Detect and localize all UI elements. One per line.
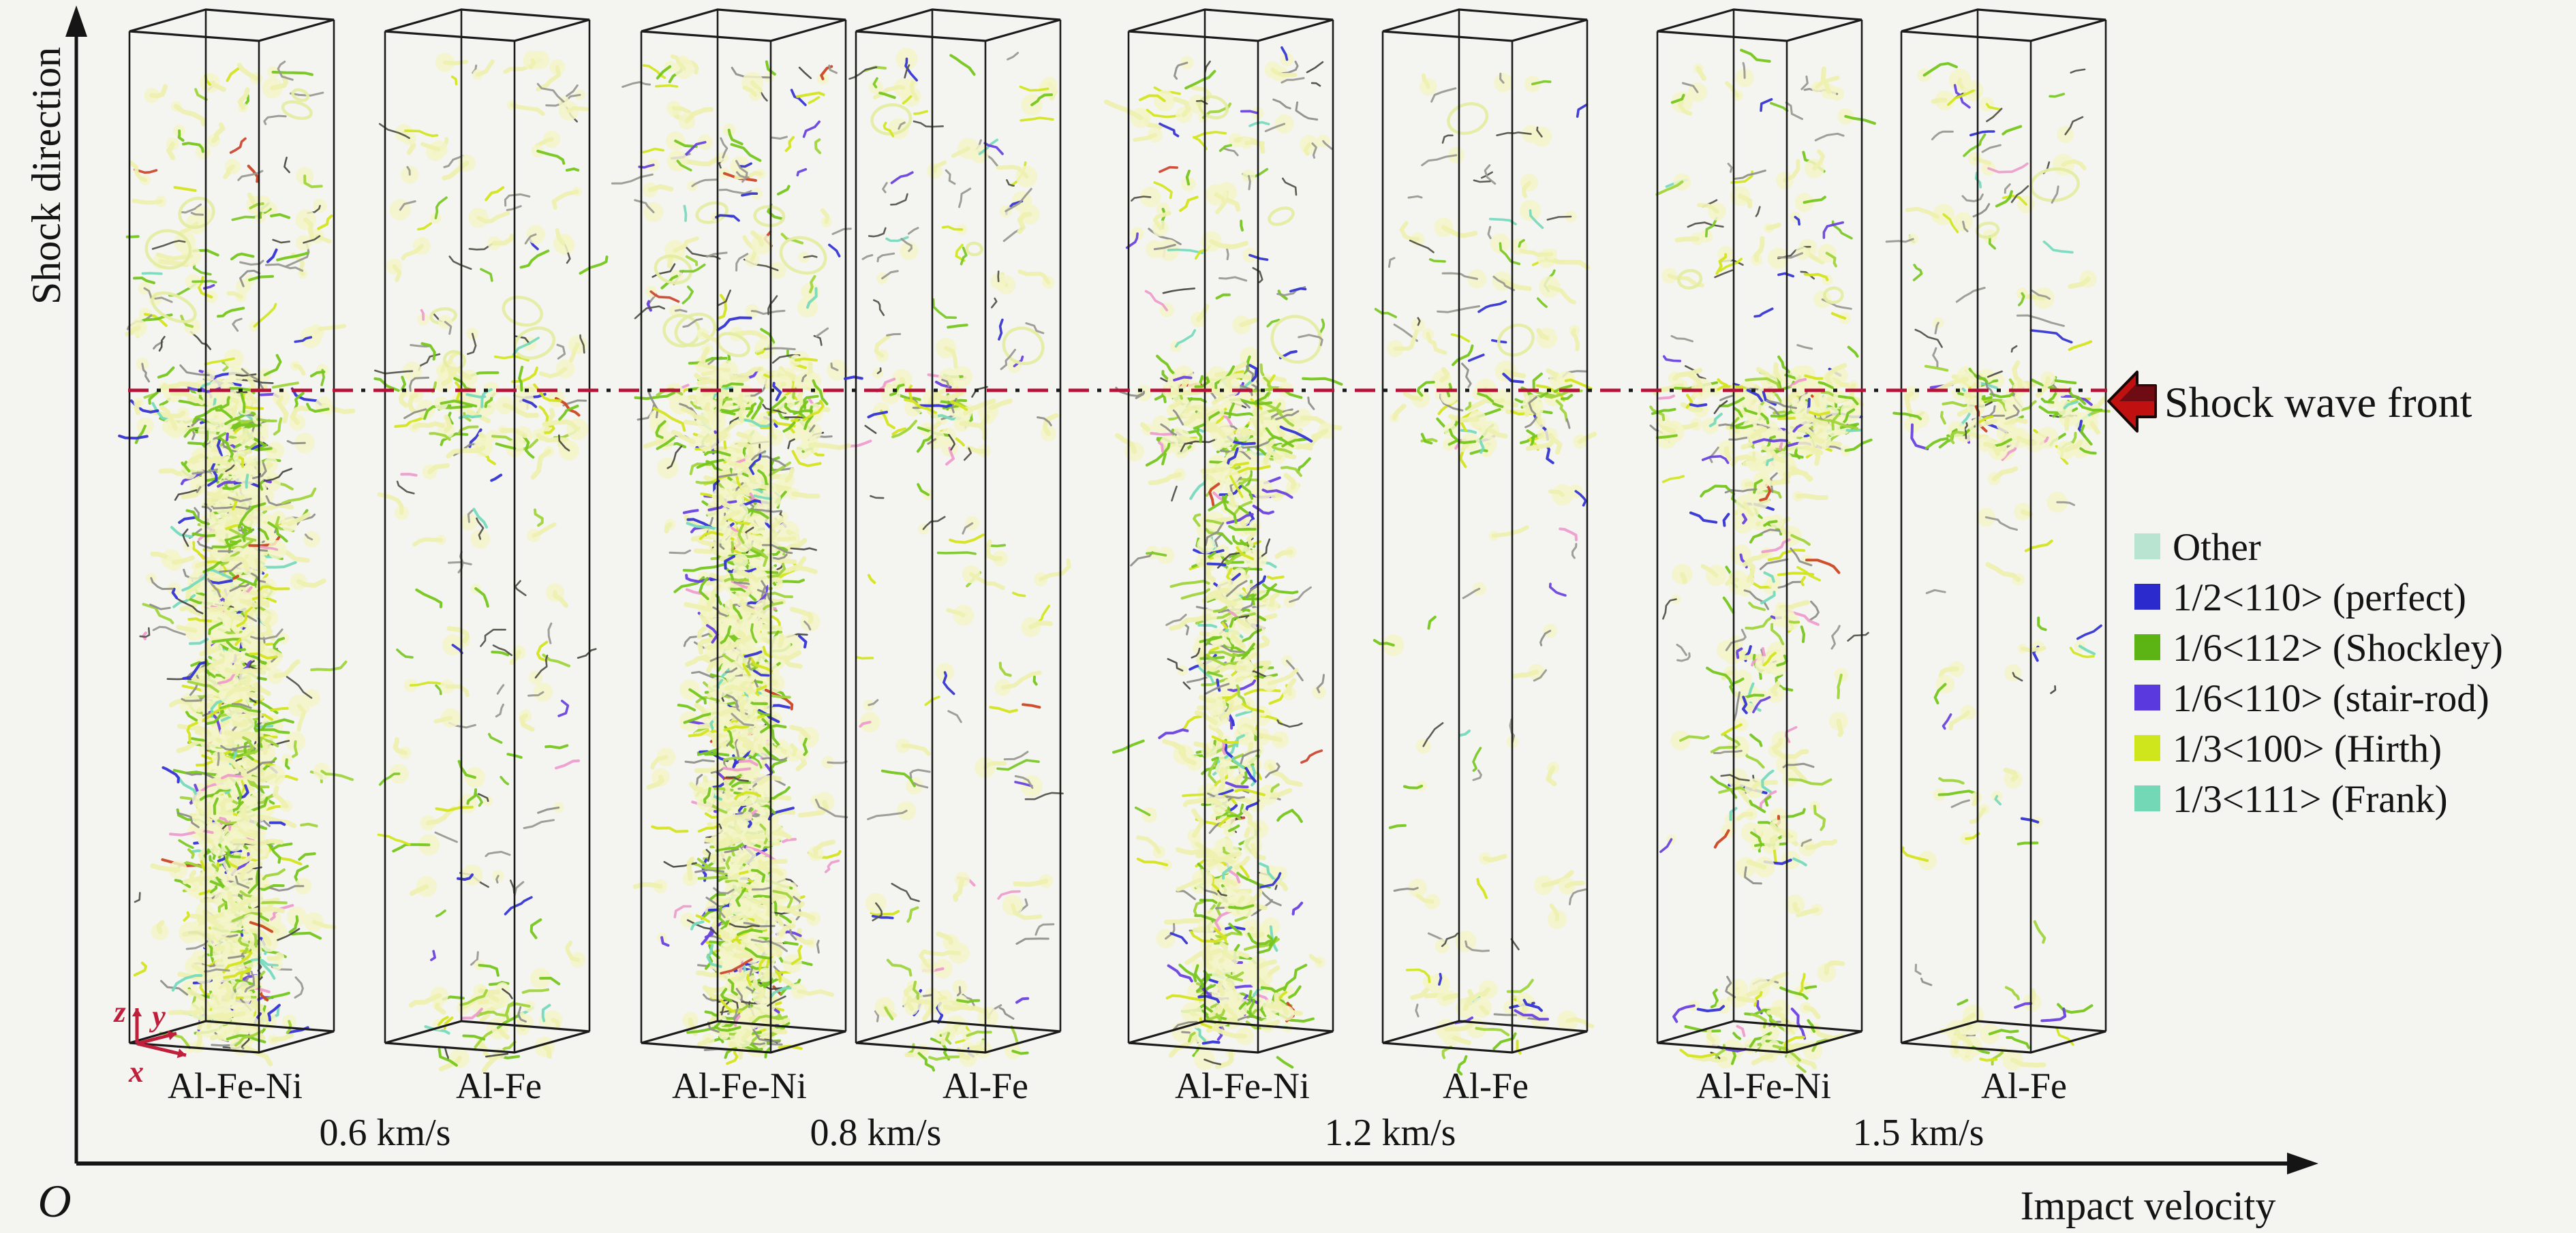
sample-box-8 [1885,8,2111,1071]
legend-label-other: Other [2173,526,2261,569]
box-wireframe [855,8,1062,1054]
sample-label-3: Al-Fe-Ni [672,1065,807,1106]
box-wireframe [384,8,591,1054]
legend-label-perfect: 1/2<110> (perfect) [2173,576,2466,619]
x-axis-label: Impact velocity [2021,1183,2276,1228]
sample-box-4 [844,8,1071,1072]
velocity-label-4: 1.5 km/s [1853,1112,1984,1154]
box-wireframe [1656,8,1863,1054]
plot-axes-layer [65,5,2318,1174]
legend-label-frank: 1/3<111> (Frank) [2173,778,2448,821]
velocity-label-3: 1.2 km/s [1325,1112,1456,1154]
sample-box-5 [1104,8,1343,1070]
dislocation-debris [611,54,872,1065]
sample-label-4: Al-Fe [942,1065,1028,1106]
y-axis-letter: y [149,999,166,1033]
sample-box-1 [118,8,356,1067]
sample-label-1: Al-Fe-Ni [168,1065,303,1106]
box-wireframe [128,8,335,1054]
box-wireframe [1381,8,1589,1054]
legend-swatch-stairrod [2134,685,2160,711]
y-axis-label: Shock direction [24,47,69,305]
sample-box-3 [611,8,872,1065]
velocity-label-1: 0.6 km/s [320,1112,451,1154]
dislocation-debris [1104,46,1343,1070]
shock-front-arrow-icon [2107,371,2157,433]
dislocation-debris [844,48,1071,1072]
sample-label-7: Al-Fe-Ni [1696,1065,1831,1106]
sample-label-8: Al-Fe [1981,1065,2067,1106]
z-axis-letter: z [112,995,125,1029]
crystal-axes-layer [132,1008,187,1059]
legend-label-hirth: 1/3<100> (Hirth) [2173,728,2442,770]
box-wireframe [640,8,847,1054]
dislocation-debris [1649,48,1876,1073]
legend-swatch-shockley [2134,634,2160,660]
legend-swatch-frank [2134,785,2160,811]
dislocation-debris [118,61,356,1067]
box-wireframe [1900,8,2107,1054]
legend-label-stairrod: 1/6<110> (stair-rod) [2173,677,2489,720]
sample-box-2 [373,8,609,1074]
legend-swatch-hirth [2134,735,2160,761]
shock-front-layer [128,371,2157,433]
sample-label-5: Al-Fe-Ni [1175,1065,1310,1106]
sample-box-6 [1373,8,1597,1076]
dislocation-debris [373,50,609,1074]
shock-wave-front-label: Shock wave front [2164,378,2472,426]
sample-label-6: Al-Fe [1443,1065,1529,1106]
legend-swatch-other [2134,533,2160,559]
legend-swatch-perfect [2134,584,2160,610]
legend: Other 1/2<110> (perfect) 1/6<112> (Shock… [2134,526,2503,821]
sample-label-2: Al-Fe [456,1065,542,1106]
dislocation-debris [1885,62,2111,1071]
legend-label-shockley: 1/6<112> (Shockley) [2173,627,2503,670]
velocity-label-2: 0.8 km/s [810,1112,942,1154]
x-axis-letter: x [128,1055,144,1089]
sample-box-7 [1649,8,1876,1073]
box-wireframe [1127,8,1334,1054]
sample-boxes-layer [118,8,2111,1076]
origin-label: O [37,1175,71,1227]
dislocation-debris [1373,72,1597,1076]
